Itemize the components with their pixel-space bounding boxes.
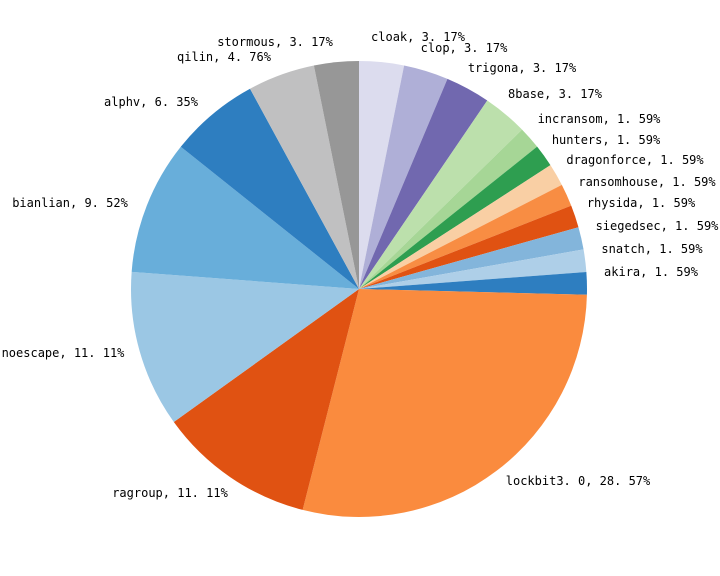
- pie-slice-rhysida: [359, 205, 579, 289]
- slice-label-qilin: qilin, 4. 76%: [177, 50, 272, 64]
- pie-slice-bianlian: [131, 146, 359, 289]
- slice-label-siegedsec: siegedsec, 1. 59%: [596, 219, 720, 233]
- slice-label-incransom: incransom, 1. 59%: [538, 112, 662, 126]
- slice-label-lockbit3.0: lockbit3. 0, 28. 57%: [506, 474, 651, 488]
- pie-slice-siegedsec: [359, 227, 584, 289]
- slice-label-alphv: alphv, 6. 35%: [104, 95, 199, 109]
- slice-label-noescape: noescape, 11. 11%: [2, 346, 126, 360]
- slice-label-dragonforce: dragonforce, 1. 59%: [566, 153, 704, 167]
- pie-slice-alphv: [180, 88, 359, 289]
- pie-slice-snatch: [359, 249, 587, 289]
- slice-label-akira: akira, 1. 59%: [604, 265, 699, 279]
- slice-label-snatch: snatch, 1. 59%: [601, 242, 703, 256]
- slice-label-ragroup: ragroup, 11. 11%: [112, 486, 228, 500]
- pie-slice-akira: [359, 272, 588, 295]
- pie-slice-trigona: [359, 78, 488, 289]
- pie-slice-8base: [359, 100, 523, 289]
- pie-slice-stormous: [313, 61, 359, 289]
- slice-label-stormous: stormous, 3. 17%: [217, 35, 333, 49]
- pie-slice-ransomhouse: [359, 184, 572, 289]
- pie-slice-noescape: [131, 271, 359, 423]
- pie-slice-qilin: [250, 65, 359, 289]
- slice-label-clop: clop, 3. 17%: [421, 41, 508, 55]
- pie-slice-lockbit3.0: [302, 289, 587, 517]
- slice-label-ransomhouse: ransomhouse, 1. 59%: [578, 175, 716, 189]
- slice-label-trigona: trigona, 3. 17%: [468, 61, 577, 75]
- slice-label-bianlian: bianlian, 9. 52%: [12, 196, 128, 210]
- pie-slice-cloak: [359, 61, 405, 289]
- pie-slice-dragonforce: [359, 165, 562, 289]
- pie-slice-clop: [359, 65, 448, 289]
- slice-label-8base: 8base, 3. 17%: [508, 87, 603, 101]
- slice-label-rhysida: rhysida, 1. 59%: [587, 196, 696, 210]
- pie-slice-hunters: [359, 146, 551, 289]
- pie-slice-ragroup: [173, 289, 359, 510]
- slice-label-cloak: cloak, 3. 17%: [371, 30, 466, 44]
- slice-label-hunters: hunters, 1. 59%: [552, 133, 661, 147]
- pie-slice-incransom: [359, 129, 538, 289]
